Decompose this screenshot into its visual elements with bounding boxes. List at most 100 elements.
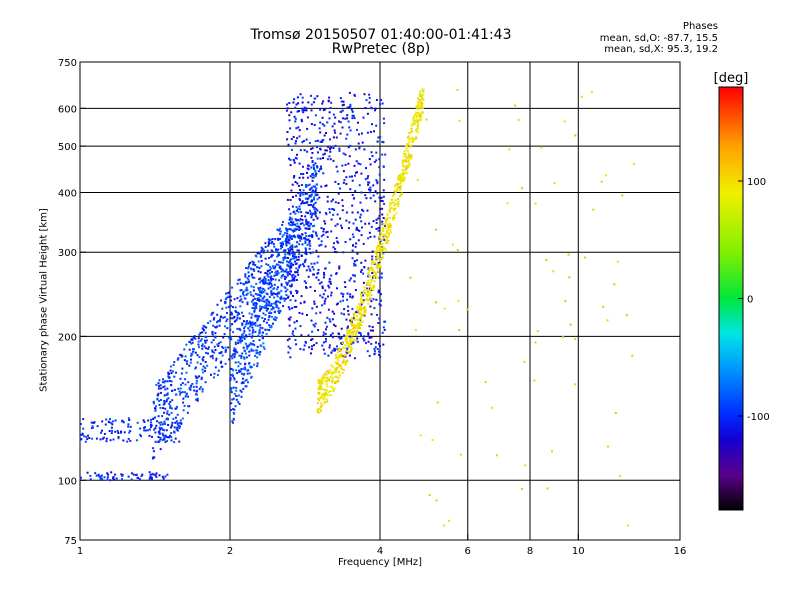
data-point	[396, 203, 399, 206]
data-point	[363, 93, 366, 96]
data-point	[285, 276, 288, 279]
data-point	[256, 351, 259, 354]
data-point	[301, 96, 304, 99]
data-point	[174, 407, 177, 410]
chart-title: Tromsø 20150507 01:40:00-01:41:43	[250, 27, 512, 43]
data-point	[375, 222, 378, 224]
data-point	[316, 261, 319, 264]
data-point	[127, 437, 130, 440]
data-point	[121, 478, 123, 481]
data-point	[325, 213, 328, 216]
data-point	[260, 265, 263, 268]
data-point	[259, 256, 262, 258]
data-point	[316, 193, 319, 196]
data-point	[553, 182, 556, 185]
data-point	[202, 324, 205, 327]
data-point	[262, 331, 264, 334]
data-point	[243, 320, 245, 323]
data-point	[173, 388, 176, 391]
data-point	[297, 211, 300, 214]
data-point	[331, 372, 334, 375]
data-point	[245, 293, 248, 296]
data-point	[378, 350, 381, 353]
data-point	[303, 224, 306, 227]
data-point	[417, 104, 420, 107]
data-point	[370, 313, 373, 316]
data-point	[158, 474, 161, 477]
data-point	[216, 303, 219, 306]
data-point	[251, 260, 254, 263]
data-point	[309, 252, 312, 255]
data-point	[240, 298, 243, 301]
data-point	[283, 299, 286, 302]
data-point	[247, 345, 250, 348]
data-point	[190, 338, 193, 341]
data-point	[370, 151, 373, 154]
data-point	[293, 161, 296, 164]
data-point	[310, 319, 313, 322]
data-point	[275, 250, 278, 253]
data-point	[286, 339, 289, 342]
data-point	[295, 292, 298, 295]
data-point	[246, 289, 249, 292]
data-point	[405, 145, 407, 148]
data-point	[292, 273, 295, 276]
data-point	[387, 224, 390, 227]
data-point	[360, 172, 363, 175]
data-point	[371, 107, 373, 110]
data-point	[373, 235, 376, 238]
data-point	[416, 120, 419, 123]
data-point	[274, 238, 277, 240]
data-point	[316, 198, 319, 201]
data-point	[158, 399, 160, 402]
data-point	[149, 421, 152, 424]
data-point	[168, 436, 171, 439]
data-point	[167, 375, 170, 378]
data-point	[318, 127, 321, 130]
data-point	[335, 369, 338, 372]
data-point	[336, 356, 339, 359]
data-point	[360, 271, 362, 273]
data-point	[316, 157, 319, 160]
data-point	[294, 142, 297, 145]
data-point	[375, 248, 378, 251]
data-point	[349, 321, 352, 324]
data-point	[240, 390, 243, 393]
data-point	[160, 421, 163, 424]
data-point	[365, 167, 367, 170]
data-point	[335, 368, 337, 371]
data-point	[312, 268, 315, 271]
data-point	[258, 267, 261, 269]
data-point	[126, 440, 129, 443]
data-point	[381, 220, 384, 223]
data-point	[342, 103, 345, 106]
data-point	[193, 335, 196, 338]
data-point	[289, 316, 292, 319]
data-point	[191, 341, 194, 344]
data-point	[311, 338, 314, 341]
data-point	[294, 299, 297, 302]
data-point	[267, 264, 270, 266]
data-point	[351, 333, 354, 336]
data-point	[381, 140, 384, 143]
data-point	[346, 106, 349, 109]
data-point	[284, 278, 287, 280]
data-point	[352, 341, 355, 344]
data-point	[260, 249, 263, 252]
data-point	[100, 474, 103, 477]
data-point	[569, 323, 572, 326]
data-point	[149, 473, 152, 476]
data-point	[372, 298, 375, 301]
data-point	[101, 437, 104, 440]
data-point	[282, 259, 285, 261]
data-point	[167, 418, 169, 421]
data-point	[421, 107, 424, 109]
data-point	[211, 350, 214, 353]
data-point	[276, 228, 279, 231]
data-point	[288, 239, 291, 242]
data-point	[214, 366, 217, 369]
data-point	[385, 237, 388, 240]
data-point	[342, 100, 345, 103]
data-point	[149, 476, 152, 479]
data-point	[206, 339, 208, 342]
